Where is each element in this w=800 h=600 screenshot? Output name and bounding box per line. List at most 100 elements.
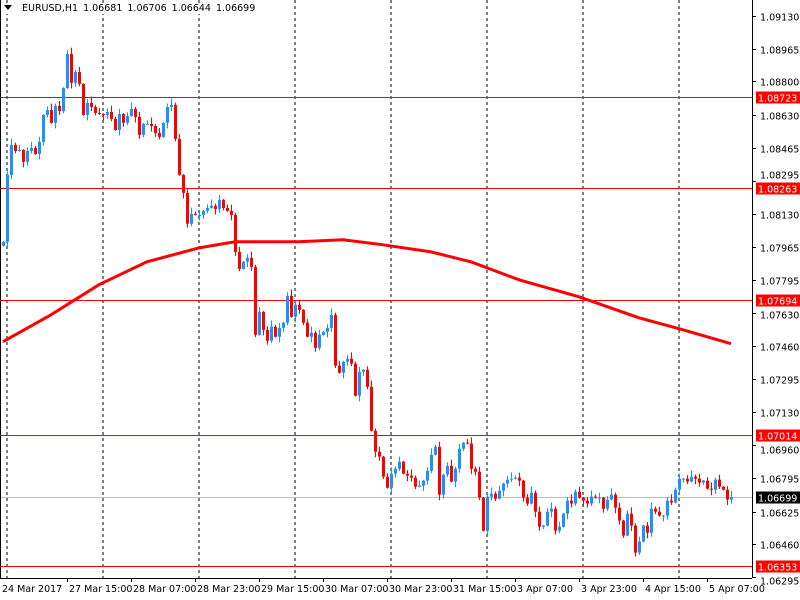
bullish-candle xyxy=(678,478,681,490)
bearish-candle xyxy=(230,210,233,215)
bearish-candle xyxy=(302,309,305,323)
period-separators xyxy=(6,0,680,578)
bullish-candle xyxy=(258,311,261,335)
bullish-candle xyxy=(142,123,145,135)
bullish-candle xyxy=(574,491,577,504)
bearish-candle xyxy=(534,492,537,512)
bullish-candle xyxy=(270,326,273,341)
bullish-candle xyxy=(330,314,333,328)
price-tick-label: 1.08800 xyxy=(760,78,799,89)
bearish-candle xyxy=(174,104,177,139)
bullish-candle xyxy=(346,358,349,362)
bullish-candle xyxy=(426,470,429,481)
dropdown-arrow-icon[interactable] xyxy=(4,5,12,10)
bullish-candle xyxy=(190,213,193,224)
bullish-candle xyxy=(246,257,249,262)
bullish-candle xyxy=(54,105,57,123)
horizontal-lines xyxy=(0,97,752,567)
bullish-candle xyxy=(598,497,601,499)
price-axis[interactable]: 1.09130 1.08965 1.08800 1.08630 1.08465 1.082… xyxy=(752,13,799,588)
bullish-candle xyxy=(206,207,209,211)
bullish-candle xyxy=(130,109,133,116)
bullish-candle xyxy=(146,123,149,125)
price-tick-label: 1.08465 xyxy=(760,145,799,156)
bullish-candle xyxy=(590,496,593,504)
time-axis[interactable]: 24 Mar 2017 27 Mar 15:00 28 Mar 07:00 28 Ma… xyxy=(2,578,765,595)
bearish-candle xyxy=(670,500,673,503)
bullish-candle xyxy=(610,494,613,500)
bearish-candle xyxy=(98,112,101,114)
bullish-candle xyxy=(682,478,685,480)
time-tick-label: 28 Mar 23:00 xyxy=(197,584,260,595)
current-price-label: 1.06699 xyxy=(758,494,797,505)
bullish-candle xyxy=(566,500,569,514)
bearish-candle xyxy=(570,500,573,504)
bullish-candle xyxy=(422,480,425,486)
time-tick-label: 29 Mar 15:00 xyxy=(261,584,324,595)
bearish-candle xyxy=(306,322,309,337)
bullish-candle xyxy=(294,304,297,317)
bullish-candle xyxy=(310,332,313,337)
price-tick-label: 1.06795 xyxy=(760,475,799,486)
bearish-candle xyxy=(70,53,73,83)
bearish-candle xyxy=(450,465,453,482)
bearish-candle xyxy=(722,486,725,490)
bearish-candle xyxy=(634,525,637,553)
bullish-candle xyxy=(42,114,45,142)
bearish-candle xyxy=(82,83,85,115)
bullish-candle xyxy=(702,480,705,483)
symbol-label: EURUSD,H1 xyxy=(22,3,79,14)
bearish-candle xyxy=(654,508,657,512)
bearish-candle xyxy=(114,118,117,130)
bearish-candle xyxy=(90,102,93,108)
price-level-label-bg xyxy=(756,560,800,573)
time-tick-label: 27 Mar 15:00 xyxy=(69,584,132,595)
bullish-candle xyxy=(462,442,465,449)
bullish-candle xyxy=(674,489,677,503)
time-tick-label: 3 Apr 23:00 xyxy=(581,584,637,595)
bearish-candle xyxy=(374,430,377,452)
bullish-candle xyxy=(418,485,421,487)
price-level-label: 1.08723 xyxy=(758,94,797,105)
bearish-candle xyxy=(582,497,585,501)
bearish-candle xyxy=(122,113,125,123)
bullish-candle xyxy=(62,88,65,111)
bearish-candle xyxy=(466,442,469,444)
bullish-candle xyxy=(398,461,401,469)
moving-average-line xyxy=(2,238,732,346)
bullish-candle xyxy=(198,214,201,216)
bullish-candle xyxy=(66,53,69,89)
bullish-candle xyxy=(606,499,609,509)
bullish-candle xyxy=(86,102,89,115)
chart-title: EURUSD,H1 1.06681 1.06706 1.06644 1.06699 xyxy=(4,3,256,14)
bearish-candle xyxy=(402,461,405,474)
bearish-candle xyxy=(694,476,697,479)
bullish-candle xyxy=(126,115,129,123)
bearish-candle xyxy=(526,497,529,504)
bearish-candle xyxy=(578,491,581,498)
bearish-candle xyxy=(226,207,229,211)
price-tick-label: 1.07630 xyxy=(760,311,799,322)
time-tick-label: 5 Apr 07:00 xyxy=(709,584,765,595)
bullish-candle xyxy=(202,210,205,215)
bullish-candle xyxy=(502,483,505,491)
bullish-candle xyxy=(486,496,489,531)
bearish-candle xyxy=(94,107,97,113)
bearish-candle xyxy=(102,113,105,115)
high-value: 1.06706 xyxy=(127,3,167,14)
bearish-candle xyxy=(522,480,525,498)
bearish-candle xyxy=(250,257,253,267)
bullish-candle xyxy=(218,199,221,209)
bullish-candle xyxy=(210,205,213,208)
bearish-candle xyxy=(338,365,341,373)
bullish-candle xyxy=(10,144,13,175)
bearish-candle xyxy=(154,126,157,133)
bearish-candle xyxy=(406,473,409,476)
bullish-candle xyxy=(6,174,9,242)
bullish-candle xyxy=(282,322,285,328)
bearish-candle xyxy=(254,266,257,335)
price-tick-label: 1.08130 xyxy=(760,211,799,222)
bullish-candle xyxy=(362,369,365,372)
bullish-candle xyxy=(278,327,281,337)
